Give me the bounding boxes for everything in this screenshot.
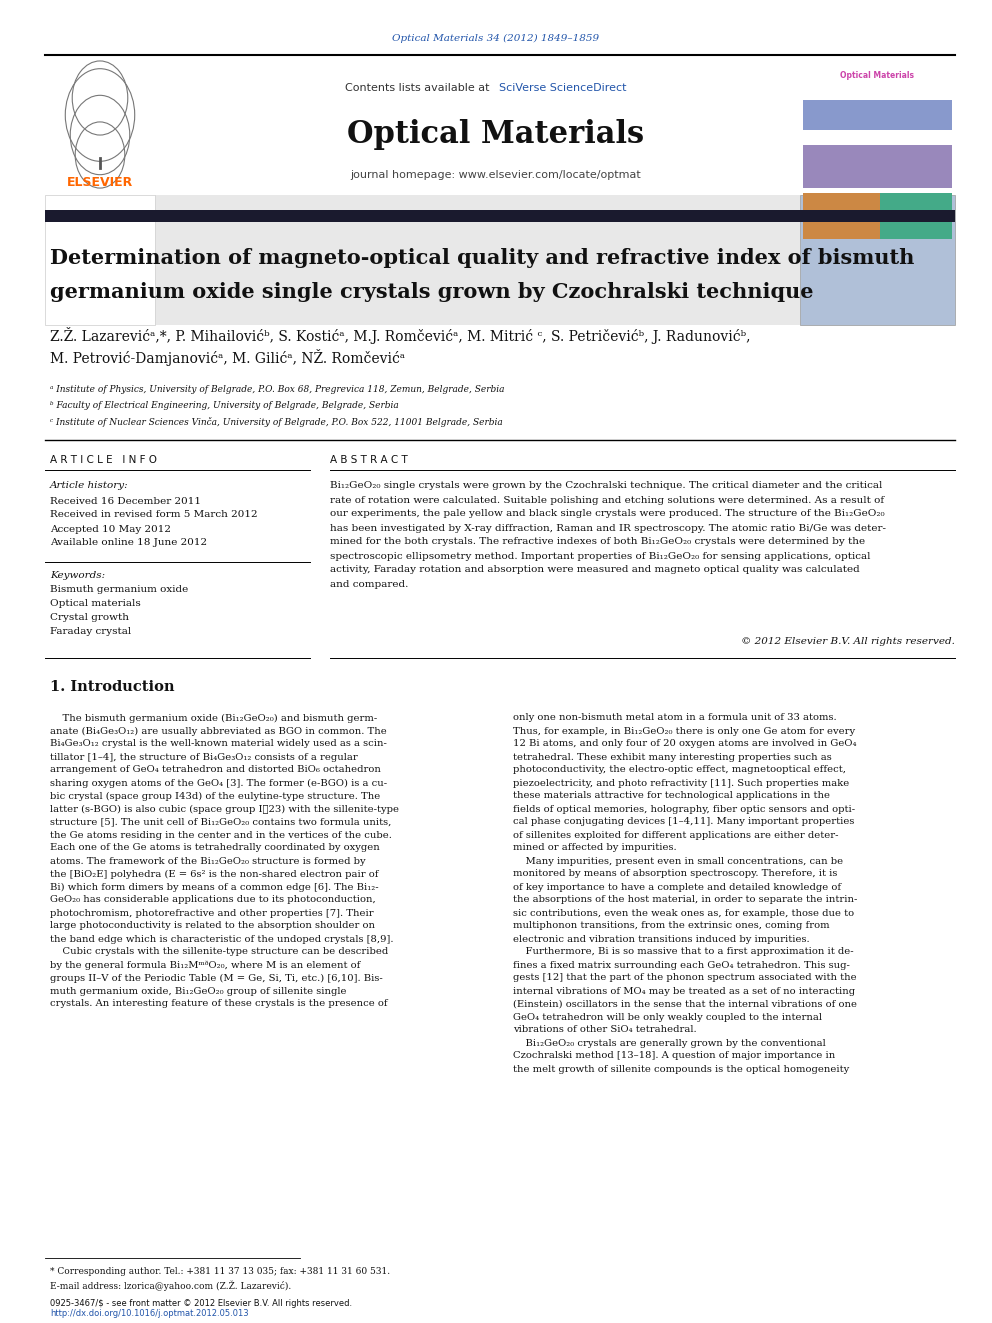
Text: internal vibrations of MO₄ may be treated as a set of no interacting: internal vibrations of MO₄ may be treate… [513, 987, 855, 995]
Text: Bismuth germanium oxide: Bismuth germanium oxide [50, 586, 188, 594]
Text: activity, Faraday rotation and absorption were measured and magneto optical qual: activity, Faraday rotation and absorptio… [330, 565, 860, 574]
Text: 12 Bi atoms, and only four of 20 oxygen atoms are involved in GeO₄: 12 Bi atoms, and only four of 20 oxygen … [513, 740, 856, 749]
Text: muth germanium oxide, Bi₁₂GeO₂₀ group of sillenite single: muth germanium oxide, Bi₁₂GeO₂₀ group of… [50, 987, 346, 995]
Text: ᶜ Institute of Nuclear Sciences Vinča, University of Belgrade, P.O. Box 522, 110: ᶜ Institute of Nuclear Sciences Vinča, U… [50, 417, 503, 427]
Text: ELSEVIER: ELSEVIER [66, 176, 133, 189]
Bar [803, 101, 952, 130]
Text: * Corresponding author. Tel.: +381 11 37 13 035; fax: +381 11 31 60 531.: * Corresponding author. Tel.: +381 11 37… [50, 1267, 390, 1277]
Text: Determination of magneto-optical quality and refractive index of bismuth: Determination of magneto-optical quality… [50, 247, 915, 269]
Bar [803, 146, 952, 188]
Text: ᵇ Faculty of Electrical Engineering, University of Belgrade, Belgrade, Serbia: ᵇ Faculty of Electrical Engineering, Uni… [50, 401, 399, 410]
Text: electronic and vibration transitions induced by impurities.: electronic and vibration transitions ind… [513, 934, 809, 943]
Text: Optical Materials 34 (2012) 1849–1859: Optical Materials 34 (2012) 1849–1859 [393, 33, 599, 42]
Text: M. Petrović-Damjanovićᵃ, M. Gilićᵃ, NŽ. Romčevićᵃ: M. Petrović-Damjanovićᵃ, M. Gilićᵃ, NŽ. … [50, 349, 405, 366]
Bar [155, 194, 800, 325]
Text: sic contributions, even the weak ones as, for example, those due to: sic contributions, even the weak ones as… [513, 909, 854, 917]
Text: mined for the both crystals. The refractive indexes of both Bi₁₂GeO₂₀ crystals w: mined for the both crystals. The refract… [330, 537, 865, 546]
Text: http://dx.doi.org/10.1016/j.optmat.2012.05.013: http://dx.doi.org/10.1016/j.optmat.2012.… [50, 1310, 249, 1319]
Text: photochromism, photorefractive and other properties [7]. Their: photochromism, photorefractive and other… [50, 909, 374, 917]
Text: Crystal growth: Crystal growth [50, 614, 129, 623]
Text: vibrations of other SiO₄ tetrahedral.: vibrations of other SiO₄ tetrahedral. [513, 1025, 696, 1035]
Text: monitored by means of absorption spectroscopy. Therefore, it is: monitored by means of absorption spectro… [513, 869, 837, 878]
Text: GeO₄ tetrahedron will be only weakly coupled to the internal: GeO₄ tetrahedron will be only weakly cou… [513, 1012, 822, 1021]
Bar [45, 210, 955, 222]
Text: by the general formula Bi₁₂MᵐᶞO₂₀, where M is an element of: by the general formula Bi₁₂MᵐᶞO₂₀, where… [50, 960, 360, 970]
Text: atoms. The framework of the Bi₁₂GeO₂₀ structure is formed by: atoms. The framework of the Bi₁₂GeO₂₀ st… [50, 856, 366, 865]
Text: The bismuth germanium oxide (Bi₁₂GeO₂₀) and bismuth germ-: The bismuth germanium oxide (Bi₁₂GeO₂₀) … [50, 713, 377, 722]
Bar [880, 193, 952, 239]
Text: E-mail address: lzorica@yahoo.com (Z.Ž. Lazarević).: E-mail address: lzorica@yahoo.com (Z.Ž. … [50, 1281, 292, 1291]
Text: Many impurities, present even in small concentrations, can be: Many impurities, present even in small c… [513, 856, 843, 865]
Text: bic crystal (space group I43d) of the eulytine-type structure. The: bic crystal (space group I43d) of the eu… [50, 791, 380, 800]
Text: Optical materials: Optical materials [50, 599, 141, 609]
Text: has been investigated by X-ray diffraction, Raman and IR spectroscopy. The atomi: has been investigated by X-ray diffracti… [330, 524, 886, 532]
Text: spectroscopic ellipsometry method. Important properties of Bi₁₂GeO₂₀ for sensing: spectroscopic ellipsometry method. Impor… [330, 552, 871, 561]
Text: of sillenites exploited for different applications are either deter-: of sillenites exploited for different ap… [513, 831, 838, 840]
Text: Cubic crystals with the sillenite-type structure can be described: Cubic crystals with the sillenite-type s… [50, 947, 388, 957]
Text: mined or affected by impurities.: mined or affected by impurities. [513, 844, 677, 852]
Text: Optical Materials: Optical Materials [840, 70, 914, 79]
Text: tillator [1–4], the structure of Bi₄Ge₃O₁₂ consists of a regular: tillator [1–4], the structure of Bi₄Ge₃O… [50, 753, 358, 762]
Text: Available online 18 June 2012: Available online 18 June 2012 [50, 538, 207, 548]
Bar [45, 194, 155, 325]
Text: rate of rotation were calculated. Suitable polishing and etching solutions were : rate of rotation were calculated. Suitab… [330, 496, 884, 504]
Text: large photoconductivity is related to the absorption shoulder on: large photoconductivity is related to th… [50, 922, 375, 930]
Text: the absorptions of the host material, in order to separate the intrin-: the absorptions of the host material, in… [513, 896, 857, 905]
Text: Accepted 10 May 2012: Accepted 10 May 2012 [50, 524, 171, 533]
Text: multiphonon transitions, from the extrinsic ones, coming from: multiphonon transitions, from the extrin… [513, 922, 829, 930]
Text: latter (s-BGO) is also cubic (space group I͟23) with the sillenite-type: latter (s-BGO) is also cubic (space grou… [50, 804, 399, 814]
Text: arrangement of GeO₄ tetrahedron and distorted BiO₆ octahedron: arrangement of GeO₄ tetrahedron and dist… [50, 766, 381, 774]
Text: ᵃ Institute of Physics, University of Belgrade, P.O. Box 68, Pregrevica 118, Zem: ᵃ Institute of Physics, University of Be… [50, 385, 505, 394]
Text: 1. Introduction: 1. Introduction [50, 680, 175, 695]
Text: anate (Bi₄Ge₃O₁₂) are usually abbreviated as BGO in common. The: anate (Bi₄Ge₃O₁₂) are usually abbreviate… [50, 726, 387, 736]
Text: A B S T R A C T: A B S T R A C T [330, 455, 408, 464]
Text: Contents lists available at: Contents lists available at [345, 83, 493, 93]
Text: SciVerse ScienceDirect: SciVerse ScienceDirect [499, 83, 627, 93]
Text: the [BiO₂E] polyhedra (E = 6s² is the non-shared electron pair of: the [BiO₂E] polyhedra (E = 6s² is the no… [50, 869, 379, 878]
Text: Bi₁₂GeO₂₀ single crystals were grown by the Czochralski technique. The critical : Bi₁₂GeO₂₀ single crystals were grown by … [330, 482, 882, 491]
Text: GeO₂₀ has considerable applications due to its photoconduction,: GeO₂₀ has considerable applications due … [50, 896, 376, 905]
Text: structure [5]. The unit cell of Bi₁₂GeO₂₀ contains two formula units,: structure [5]. The unit cell of Bi₁₂GeO₂… [50, 818, 392, 827]
Text: crystals. An interesting feature of these crystals is the presence of: crystals. An interesting feature of thes… [50, 999, 388, 1008]
Text: Keywords:: Keywords: [50, 570, 105, 579]
Text: groups II–V of the Periodic Table (M = Ge, Si, Ti, etc.) [6,10]. Bis-: groups II–V of the Periodic Table (M = G… [50, 974, 383, 983]
Text: cal phase conjugating devices [1–4,11]. Many important properties: cal phase conjugating devices [1–4,11]. … [513, 818, 854, 827]
Text: these materials attractive for technological applications in the: these materials attractive for technolog… [513, 791, 830, 800]
Text: and compared.: and compared. [330, 579, 409, 589]
Text: the melt growth of sillenite compounds is the optical homogeneity: the melt growth of sillenite compounds i… [513, 1065, 849, 1073]
Text: Thus, for example, in Bi₁₂GeO₂₀ there is only one Ge atom for every: Thus, for example, in Bi₁₂GeO₂₀ there is… [513, 726, 855, 736]
Text: 0925-3467/$ - see front matter © 2012 Elsevier B.V. All rights reserved.: 0925-3467/$ - see front matter © 2012 El… [50, 1298, 352, 1307]
Text: A R T I C L E   I N F O: A R T I C L E I N F O [50, 455, 157, 464]
Text: Bi) which form dimers by means of a common edge [6]. The Bi₁₂-: Bi) which form dimers by means of a comm… [50, 882, 379, 892]
Text: fields of optical memories, holography, fiber optic sensors and opti-: fields of optical memories, holography, … [513, 804, 855, 814]
Text: Faraday crystal: Faraday crystal [50, 627, 131, 636]
Text: Furthermore, Bi is so massive that to a first approximation it de-: Furthermore, Bi is so massive that to a … [513, 947, 854, 957]
Text: tetrahedral. These exhibit many interesting properties such as: tetrahedral. These exhibit many interest… [513, 753, 831, 762]
Text: Each one of the Ge atoms is tetrahedrally coordinated by oxygen: Each one of the Ge atoms is tetrahedrall… [50, 844, 380, 852]
Text: Czochralski method [13–18]. A question of major importance in: Czochralski method [13–18]. A question o… [513, 1052, 835, 1061]
Text: germanium oxide single crystals grown by Czochralski technique: germanium oxide single crystals grown by… [50, 282, 813, 302]
Text: © 2012 Elsevier B.V. All rights reserved.: © 2012 Elsevier B.V. All rights reserved… [741, 638, 955, 647]
Text: gests [12] that the part of the phonon spectrum associated with the: gests [12] that the part of the phonon s… [513, 974, 857, 983]
Text: (Einstein) oscillators in the sense that the internal vibrations of one: (Einstein) oscillators in the sense that… [513, 999, 857, 1008]
Text: photoconductivity, the electro-optic effect, magnetooptical effect,: photoconductivity, the electro-optic eff… [513, 766, 846, 774]
Text: journal homepage: www.elsevier.com/locate/optmat: journal homepage: www.elsevier.com/locat… [350, 169, 642, 180]
Text: sharing oxygen atoms of the GeO₄ [3]. The former (e-BGO) is a cu-: sharing oxygen atoms of the GeO₄ [3]. Th… [50, 778, 387, 787]
Text: of key importance to have a complete and detailed knowledge of: of key importance to have a complete and… [513, 882, 841, 892]
Text: Bi₄Ge₃O₁₂ crystal is the well-known material widely used as a scin-: Bi₄Ge₃O₁₂ crystal is the well-known mate… [50, 740, 387, 749]
Text: the Ge atoms residing in the center and in the vertices of the cube.: the Ge atoms residing in the center and … [50, 831, 392, 840]
Text: our experiments, the pale yellow and black single crystals were produced. The st: our experiments, the pale yellow and bla… [330, 509, 885, 519]
Text: only one non-bismuth metal atom in a formula unit of 33 atoms.: only one non-bismuth metal atom in a for… [513, 713, 836, 722]
Text: the band edge which is characteristic of the undoped crystals [8,9].: the band edge which is characteristic of… [50, 934, 394, 943]
Bar [803, 193, 880, 239]
Text: Z.Ž. Lazarevićᵃ,*, P. Mihailovićᵇ, S. Kostićᵃ, M.J. Romčevićᵃ, M. Mitrić ᶜ, S. P: Z.Ž. Lazarevićᵃ,*, P. Mihailovićᵇ, S. Ko… [50, 327, 751, 344]
Text: Bi₁₂GeO₂₀ crystals are generally grown by the conventional: Bi₁₂GeO₂₀ crystals are generally grown b… [513, 1039, 825, 1048]
Text: Article history:: Article history: [50, 482, 129, 491]
Text: fines a fixed matrix surrounding each GeO₄ tetrahedron. This sug-: fines a fixed matrix surrounding each Ge… [513, 960, 850, 970]
Text: Optical Materials: Optical Materials [347, 119, 645, 151]
Text: Received 16 December 2011: Received 16 December 2011 [50, 496, 201, 505]
Text: piezoelectricity, and photo refractivity [11]. Such properties make: piezoelectricity, and photo refractivity… [513, 778, 849, 787]
Bar [800, 194, 955, 325]
Text: Received in revised form 5 March 2012: Received in revised form 5 March 2012 [50, 511, 258, 520]
